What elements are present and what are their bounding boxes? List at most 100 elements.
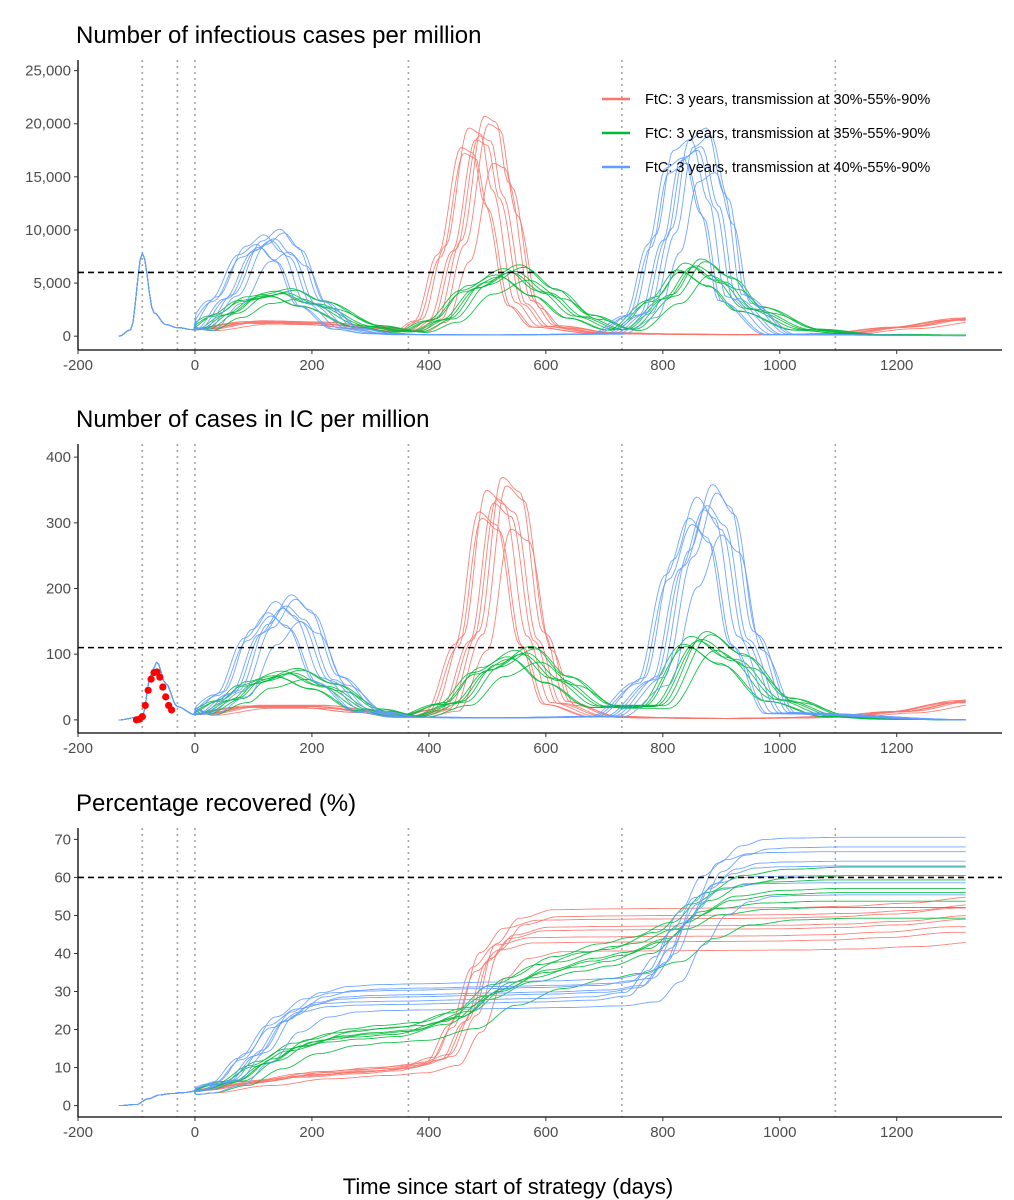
y-tick-label: 5,000 bbox=[33, 275, 71, 292]
x-tick-label: 1000 bbox=[763, 357, 796, 374]
series-line-2-run-7 bbox=[118, 646, 966, 721]
series-line-1-run-2 bbox=[118, 926, 966, 1107]
series-line-1-run-5 bbox=[118, 528, 966, 721]
observed-point bbox=[141, 701, 149, 710]
x-tick-label: 0 bbox=[191, 357, 199, 374]
panel-title: Number of cases in IC per million bbox=[76, 406, 429, 433]
series-line-3-run-5 bbox=[118, 894, 966, 1107]
y-tick-label: 0 bbox=[63, 328, 71, 345]
series-line-2-run-4 bbox=[118, 635, 966, 721]
legend: FtC: 3 years, transmission at 30%-55%-90… bbox=[602, 92, 930, 176]
panel-percentage-recovered: Percentage recovered (%) 0 10 20 30 40 50 60 70… bbox=[54, 790, 1002, 1141]
x-tick-label: 1200 bbox=[880, 1124, 913, 1141]
y-tick-label: 0 bbox=[63, 712, 71, 729]
series-line-3-run-8 bbox=[118, 134, 966, 337]
series-line-2-run-4 bbox=[118, 251, 966, 337]
x-tick-label: 400 bbox=[416, 357, 441, 374]
y-tick-label: 20,000 bbox=[25, 116, 71, 133]
y-tick-label: 10 bbox=[54, 1060, 71, 1077]
y-tick-label: 400 bbox=[46, 449, 71, 466]
observed-point bbox=[153, 668, 161, 676]
series-line-3-run-1 bbox=[118, 865, 966, 1107]
y-tick-label: 10,000 bbox=[25, 222, 71, 239]
y-tick-label: 15,000 bbox=[25, 169, 71, 186]
observed-point bbox=[162, 693, 170, 701]
series-line-3-run-8 bbox=[118, 492, 966, 721]
y-tick-label: 300 bbox=[46, 515, 71, 532]
series-line-1-run-7 bbox=[118, 931, 966, 1107]
series-line-1-run-6 bbox=[118, 915, 966, 1107]
x-tick-label: 200 bbox=[299, 1124, 324, 1141]
x-tick-label: 600 bbox=[533, 1124, 558, 1141]
x-tick-label: 1200 bbox=[880, 740, 913, 757]
x-tick-label: 400 bbox=[416, 1124, 441, 1141]
x-axis-title: Time since start of strategy (days) bbox=[343, 1174, 674, 1199]
x-tick-label: 200 bbox=[299, 740, 324, 757]
series-line-2-run-3 bbox=[118, 631, 966, 721]
panel-title: Number of infectious cases per million bbox=[76, 22, 482, 49]
series-line-2-run-8 bbox=[118, 251, 966, 337]
y-tick-label: 0 bbox=[63, 1098, 71, 1115]
x-tick-label: 400 bbox=[416, 740, 441, 757]
x-tick-label: 600 bbox=[533, 740, 558, 757]
x-tick-label: 800 bbox=[650, 1124, 675, 1141]
x-tick-label: -200 bbox=[63, 740, 93, 757]
x-tick-label: 800 bbox=[650, 740, 675, 757]
panel-title: Percentage recovered (%) bbox=[76, 790, 356, 817]
y-tick-label: 25,000 bbox=[25, 63, 71, 80]
series-line-2-run-3 bbox=[118, 866, 966, 1107]
y-tick-label: 70 bbox=[54, 831, 71, 848]
series-line-3-run-5 bbox=[118, 534, 966, 721]
series-line-3-run-3 bbox=[118, 836, 966, 1107]
series-line-3-run-6 bbox=[118, 860, 966, 1107]
legend-label: FtC: 3 years, transmission at 35%-55%-90… bbox=[645, 126, 930, 142]
y-tick-label: 20 bbox=[54, 1022, 71, 1039]
series-line-2-run-1 bbox=[118, 892, 966, 1107]
legend-item-1: FtC: 3 years, transmission at 30%-55%-90… bbox=[602, 92, 930, 108]
x-tick-label: -200 bbox=[63, 357, 93, 374]
x-tick-label: -200 bbox=[63, 1124, 93, 1141]
y-tick-label: 200 bbox=[46, 581, 71, 598]
x-tick-label: 200 bbox=[299, 357, 324, 374]
y-tick-label: 50 bbox=[54, 907, 71, 924]
series-line-3-run-8 bbox=[118, 846, 966, 1107]
legend-label: FtC: 3 years, transmission at 40%-55%-90… bbox=[645, 160, 930, 176]
observed-point bbox=[147, 675, 155, 683]
series-line-2-run-6 bbox=[118, 887, 966, 1107]
observed-point bbox=[144, 686, 152, 694]
series-line-1-run-4 bbox=[118, 489, 966, 721]
x-tick-label: 1000 bbox=[763, 740, 796, 757]
y-tick-label: 100 bbox=[46, 646, 71, 663]
series-line-2-run-8 bbox=[118, 875, 966, 1107]
series-line-3-run-4 bbox=[118, 496, 966, 721]
x-tick-label: 0 bbox=[191, 1124, 199, 1141]
series-line-3-run-7 bbox=[118, 162, 966, 337]
observed-point bbox=[138, 712, 146, 721]
legend-item-2: FtC: 3 years, transmission at 35%-55%-90… bbox=[602, 126, 930, 142]
series-line-3-run-7 bbox=[118, 882, 966, 1107]
x-tick-label: 600 bbox=[533, 357, 558, 374]
series-line-2-run-2 bbox=[118, 900, 966, 1107]
x-tick-label: 0 bbox=[191, 740, 199, 757]
y-tick-label: 40 bbox=[54, 945, 71, 962]
x-tick-label: 1200 bbox=[880, 357, 913, 374]
x-tick-label: 1000 bbox=[763, 1124, 796, 1141]
panel-ic-cases: Number of cases in IC per million 0 100 20… bbox=[46, 406, 1002, 757]
legend-item-3: FtC: 3 years, transmission at 40%-55%-90… bbox=[602, 160, 930, 176]
series-line-2-run-8 bbox=[118, 634, 966, 721]
series-line-3-run-2 bbox=[118, 875, 966, 1107]
x-tick-label: 800 bbox=[650, 357, 675, 374]
series-line-1-run-8 bbox=[118, 123, 966, 337]
y-tick-label: 30 bbox=[54, 984, 71, 1001]
series-line-2-run-5 bbox=[118, 917, 966, 1107]
y-tick-label: 60 bbox=[54, 869, 71, 886]
series-line-2-run-4 bbox=[118, 879, 966, 1107]
series-line-1-run-5 bbox=[118, 162, 966, 337]
observed-point bbox=[159, 683, 167, 691]
observed-point bbox=[167, 706, 176, 714]
legend-label: FtC: 3 years, transmission at 30%-55%-90… bbox=[645, 92, 930, 108]
observed-point bbox=[156, 673, 164, 681]
series-line-1-run-2 bbox=[118, 511, 966, 721]
series-line-1-run-5 bbox=[118, 942, 966, 1107]
